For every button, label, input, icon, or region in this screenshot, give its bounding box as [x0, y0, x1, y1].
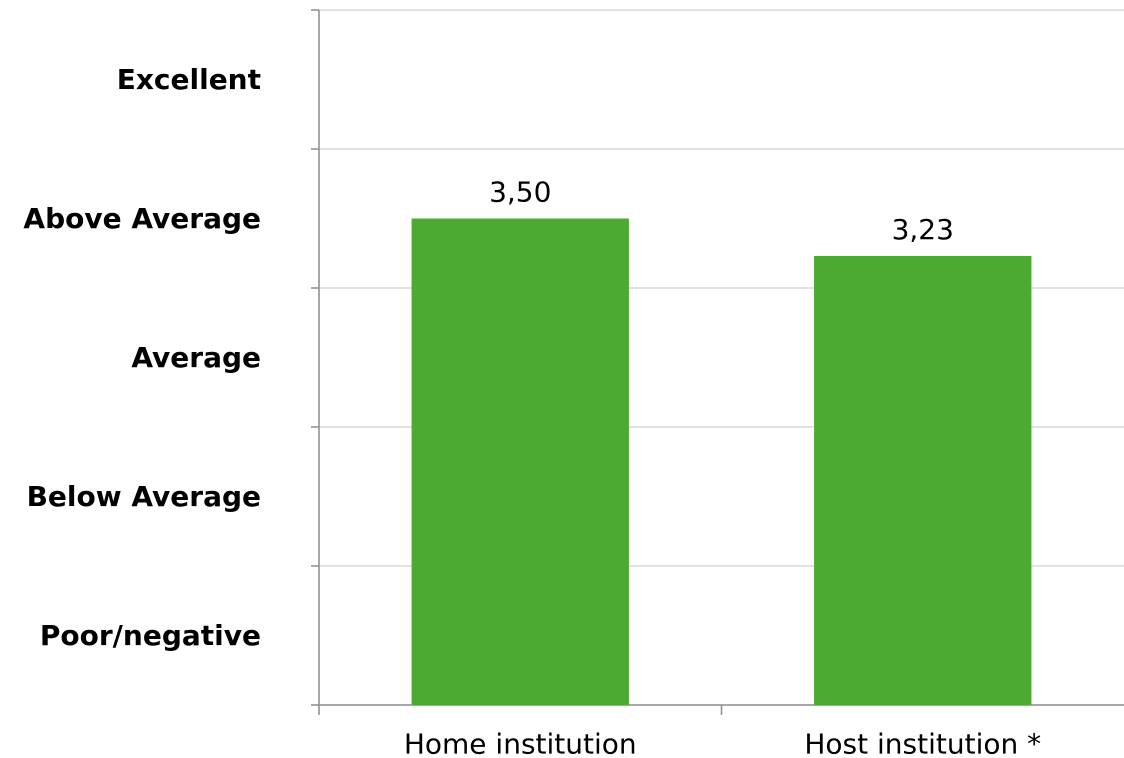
y-category-label: Average [131, 341, 261, 374]
bars [411, 218, 1032, 705]
y-axis [311, 9, 320, 706]
x-category-label-1: Host institution * [804, 728, 1041, 758]
bar-0 [411, 218, 629, 705]
y-category-label: Above Average [23, 202, 261, 235]
value-labels: 3,50 3,23 [489, 176, 954, 247]
bar-1 [814, 256, 1032, 705]
x-axis [318, 704, 1124, 715]
y-category-label: Poor/negative [40, 619, 261, 652]
y-category-label: Excellent [117, 63, 261, 96]
y-axis-category-labels: Poor/negative Below Average Average Above A… [23, 63, 261, 652]
value-label-0: 3,50 [489, 176, 551, 209]
x-category-label-0: Home institution [404, 728, 637, 758]
value-label-1: 3,23 [892, 213, 954, 246]
x-axis-labels: Home institution Host institution * [404, 728, 1041, 758]
y-category-label: Below Average [27, 480, 261, 513]
